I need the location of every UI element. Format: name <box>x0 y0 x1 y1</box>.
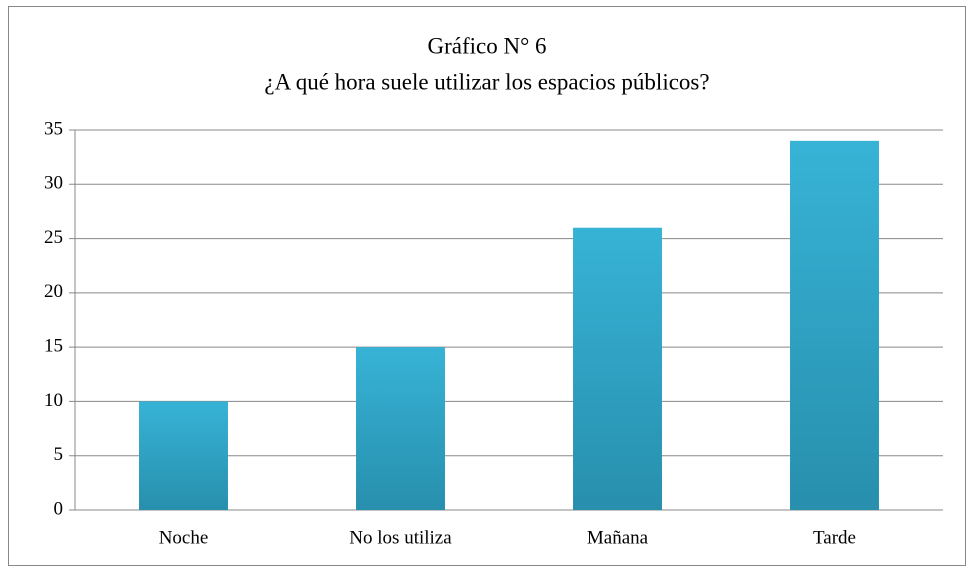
y-tick-label: 10 <box>44 390 63 411</box>
y-tick-label: 35 <box>44 118 63 139</box>
bar <box>790 140 879 510</box>
bar <box>139 401 228 510</box>
x-tick-label: Noche <box>159 527 209 548</box>
y-tick-label: 20 <box>44 281 63 302</box>
bar <box>356 347 445 510</box>
bar <box>573 227 662 510</box>
x-tick-label: No los utiliza <box>349 527 452 548</box>
y-tick-label: 0 <box>54 498 64 519</box>
y-tick-label: 25 <box>44 227 63 248</box>
y-tick-label: 30 <box>44 173 63 194</box>
chart-subtitle: ¿A qué hora suele utilizar los espacios … <box>264 69 709 94</box>
y-tick-label: 15 <box>44 336 63 357</box>
y-tick-label: 5 <box>54 444 64 465</box>
x-tick-label: Tarde <box>813 527 856 548</box>
x-tick-label: Mañana <box>587 527 649 548</box>
chart-title: Gráfico N° 6 <box>427 33 546 58</box>
